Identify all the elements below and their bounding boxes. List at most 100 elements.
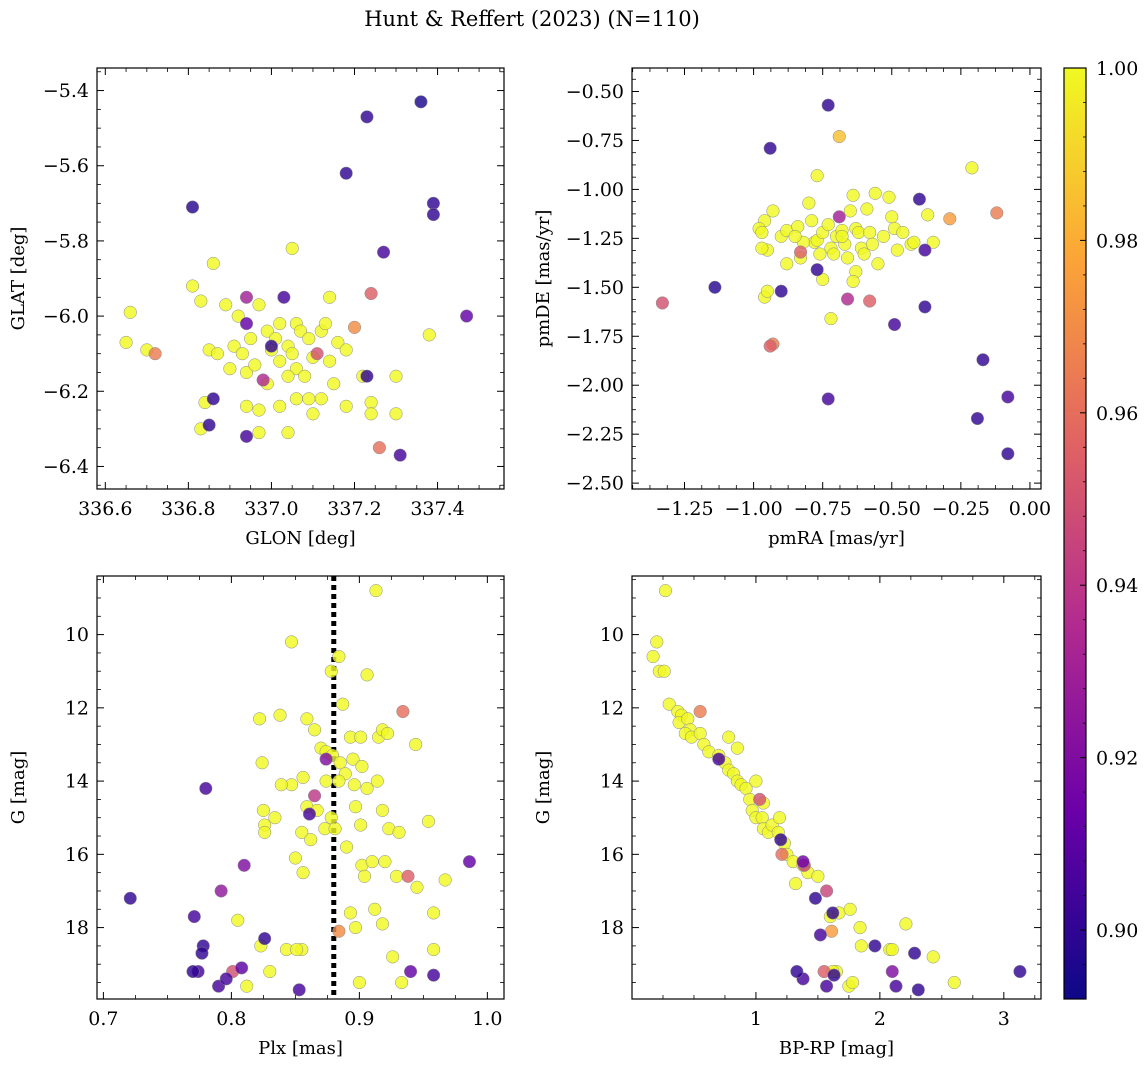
data-point bbox=[194, 294, 208, 308]
data-point bbox=[319, 752, 333, 766]
data-point bbox=[360, 668, 374, 682]
data-point bbox=[244, 332, 258, 346]
data-point bbox=[239, 399, 254, 413]
scatter-points bbox=[655, 98, 1015, 461]
data-point bbox=[852, 225, 866, 240]
data-point bbox=[206, 256, 220, 271]
data-point bbox=[258, 932, 272, 946]
data-point bbox=[252, 426, 266, 440]
data-point bbox=[832, 210, 846, 224]
data-point bbox=[328, 822, 342, 836]
data-point bbox=[410, 880, 424, 894]
data-point bbox=[389, 369, 403, 383]
data-point bbox=[438, 873, 452, 887]
data-point bbox=[414, 95, 428, 109]
data-point bbox=[281, 369, 295, 383]
data-point bbox=[896, 225, 910, 240]
x-tick-label: 0.8 bbox=[216, 1008, 246, 1030]
data-point bbox=[693, 726, 707, 741]
data-point bbox=[370, 774, 384, 788]
data-point bbox=[749, 774, 763, 788]
y-tick-label: −1.50 bbox=[566, 277, 624, 299]
data-point bbox=[810, 263, 824, 277]
colorbar: 0.90 0.92 0.94 0.96 0.98 1.00 bbox=[1063, 58, 1138, 1000]
data-point bbox=[364, 407, 378, 421]
data-point bbox=[347, 778, 361, 792]
data-point bbox=[298, 369, 312, 383]
data-point bbox=[427, 906, 441, 920]
data-point bbox=[401, 869, 415, 883]
data-point bbox=[947, 975, 961, 990]
data-point bbox=[708, 280, 722, 294]
data-point bbox=[239, 317, 254, 331]
data-point bbox=[340, 840, 354, 854]
data-point bbox=[662, 697, 676, 711]
panel-sky: 336.6 336.8 337.0 337.2 337.4 −6.4 −6.2 −6.0 −5.… bbox=[8, 67, 505, 549]
y-tick-label: 14 bbox=[65, 771, 89, 793]
data-point bbox=[871, 257, 885, 271]
x-tick-label: −0.25 bbox=[932, 498, 990, 520]
data-point bbox=[252, 403, 266, 417]
data-point bbox=[308, 789, 322, 803]
data-point bbox=[375, 803, 389, 817]
data-point bbox=[760, 284, 774, 298]
data-point bbox=[302, 392, 316, 406]
data-point bbox=[336, 697, 350, 711]
data-point bbox=[186, 964, 200, 979]
data-point bbox=[970, 411, 984, 426]
colorbar-tick-label: 0.96 bbox=[1096, 403, 1138, 425]
colorbar-tick-label: 0.90 bbox=[1096, 920, 1138, 942]
data-point bbox=[332, 774, 346, 788]
data-point bbox=[231, 913, 245, 927]
data-point bbox=[389, 869, 404, 883]
data-point bbox=[774, 284, 788, 298]
data-point bbox=[293, 324, 308, 338]
data-point bbox=[918, 243, 932, 257]
data-point bbox=[827, 968, 841, 982]
data-point bbox=[681, 712, 695, 726]
data-point bbox=[911, 983, 925, 997]
data-point bbox=[285, 241, 299, 255]
data-point bbox=[887, 317, 902, 332]
data-point bbox=[802, 196, 816, 210]
colorbar-bar bbox=[1063, 67, 1087, 1000]
data-point bbox=[296, 866, 310, 880]
data-point bbox=[339, 166, 353, 180]
scatter-points bbox=[123, 584, 476, 997]
x-axis-label: BP-RP [mag] bbox=[779, 1038, 894, 1059]
data-point bbox=[427, 943, 441, 957]
data-point bbox=[195, 946, 209, 960]
data-point bbox=[264, 339, 278, 353]
data-point bbox=[274, 778, 288, 792]
data-point bbox=[775, 847, 789, 861]
data-point bbox=[389, 407, 403, 421]
y-tick-label: −1.25 bbox=[566, 228, 624, 250]
panel-plx: 0.7 0.8 0.9 1.0 10 12 14 16 18 Plx [mas] G [mag] bbox=[8, 575, 505, 1059]
data-point bbox=[339, 399, 353, 413]
data-point bbox=[1013, 964, 1027, 979]
data-point bbox=[219, 972, 233, 986]
data-point bbox=[302, 332, 316, 346]
data-point bbox=[865, 237, 879, 251]
data-point bbox=[811, 869, 825, 883]
data-point bbox=[976, 353, 990, 367]
y-axis-label: GLAT [deg] bbox=[8, 227, 29, 331]
data-point bbox=[378, 855, 392, 869]
data-point bbox=[655, 296, 669, 310]
y-tick-label: −0.50 bbox=[566, 81, 624, 103]
data-point bbox=[354, 818, 368, 832]
data-point bbox=[119, 335, 133, 349]
y-axis-label: G [mag] bbox=[8, 751, 29, 824]
data-point bbox=[148, 347, 162, 361]
data-point bbox=[223, 362, 237, 376]
data-point bbox=[227, 339, 241, 353]
data-point bbox=[263, 964, 277, 979]
data-point bbox=[882, 190, 896, 204]
data-point bbox=[319, 774, 333, 788]
data-point bbox=[380, 726, 395, 741]
data-point bbox=[846, 274, 860, 288]
figure-title: Hunt & Reffert (2023) (N=110) bbox=[364, 7, 700, 31]
data-point bbox=[813, 928, 827, 942]
x-axis-label: Plx [mas] bbox=[258, 1038, 343, 1059]
